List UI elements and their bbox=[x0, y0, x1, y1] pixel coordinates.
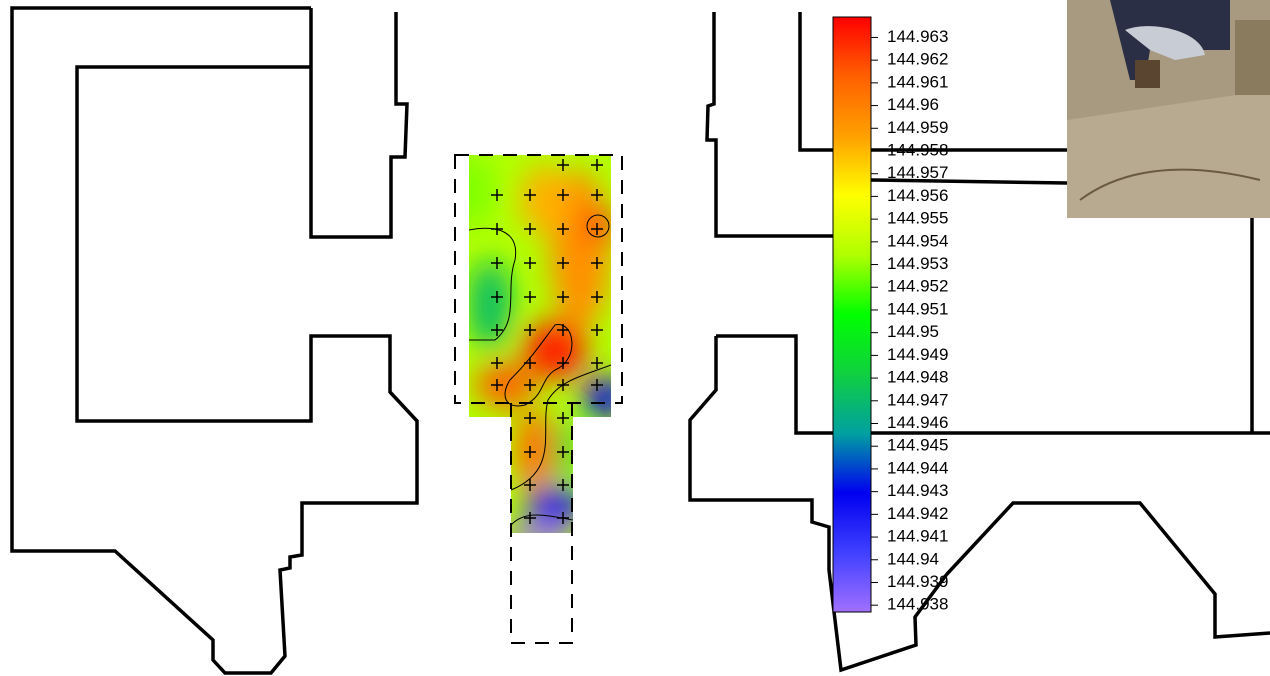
photo bbox=[1067, 0, 1270, 218]
tick-label: 144.954 bbox=[887, 231, 948, 250]
tick-label: 144.945 bbox=[887, 436, 948, 455]
tick-label: 144.938 bbox=[887, 595, 948, 614]
tick-label: 144.957 bbox=[887, 163, 948, 182]
tick-label: 144.943 bbox=[887, 481, 948, 500]
tick-label: 144.941 bbox=[887, 527, 948, 546]
tick-label: 144.95 bbox=[887, 322, 939, 341]
tick-label: 144.96 bbox=[887, 95, 939, 114]
tick-label: 144.956 bbox=[887, 186, 948, 205]
tick-label: 144.948 bbox=[887, 368, 948, 387]
tick-label: 144.963 bbox=[887, 27, 948, 46]
heatmap bbox=[469, 155, 611, 533]
tick-label: 144.951 bbox=[887, 299, 948, 318]
survey-boundary bbox=[510, 403, 573, 644]
tick-label: 144.958 bbox=[887, 140, 948, 159]
tick-label: 144.952 bbox=[887, 277, 948, 296]
tick-label: 144.961 bbox=[887, 72, 948, 91]
tick-label: 144.955 bbox=[887, 209, 948, 228]
floor-plan bbox=[10, 6, 1270, 675]
tick-label: 144.94 bbox=[887, 549, 939, 568]
tick-label: 144.962 bbox=[887, 50, 948, 69]
survey-points bbox=[491, 159, 603, 524]
colorbar-scale bbox=[832, 16, 872, 613]
survey-boundary bbox=[454, 154, 623, 404]
tick-label: 144.946 bbox=[887, 413, 948, 432]
colorbar: 144.938 144.939 144.94 144.941 144.942 144.94… bbox=[832, 16, 948, 614]
tick-label: 144.947 bbox=[887, 390, 948, 409]
tick-label: 144.959 bbox=[887, 118, 948, 137]
tick-label: 144.944 bbox=[887, 458, 948, 477]
tick-label: 144.953 bbox=[887, 254, 948, 273]
tick-label: 144.942 bbox=[887, 504, 948, 523]
tick-label: 144.939 bbox=[887, 572, 948, 591]
tick-label: 144.949 bbox=[887, 345, 948, 364]
